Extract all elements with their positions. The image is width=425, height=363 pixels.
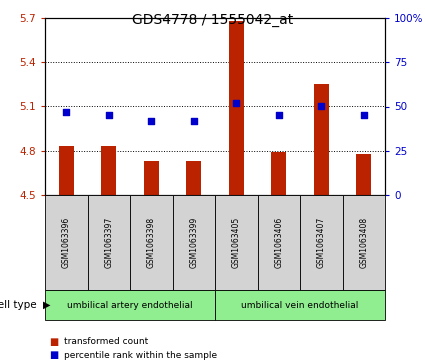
Text: percentile rank within the sample: percentile rank within the sample	[64, 351, 217, 359]
Text: GSM1063396: GSM1063396	[62, 217, 71, 268]
Point	[148, 118, 155, 123]
Text: GSM1063405: GSM1063405	[232, 217, 241, 268]
Bar	[343, 195, 385, 290]
Text: GSM1063399: GSM1063399	[189, 217, 198, 268]
Bar	[88, 195, 130, 290]
Text: umbilical artery endothelial: umbilical artery endothelial	[67, 301, 193, 310]
Text: transformed count: transformed count	[64, 338, 148, 347]
Point	[105, 113, 112, 118]
Bar	[215, 195, 258, 290]
Point	[63, 109, 70, 115]
Bar	[186, 161, 201, 195]
Bar	[45, 195, 88, 290]
Bar	[300, 195, 343, 290]
Text: ■: ■	[49, 337, 59, 347]
Bar	[258, 195, 300, 290]
Bar	[101, 146, 116, 195]
Bar	[215, 290, 385, 320]
Point	[190, 118, 197, 123]
Bar	[173, 195, 215, 290]
Text: GDS4778 / 1555042_at: GDS4778 / 1555042_at	[132, 13, 293, 27]
Text: GSM1063398: GSM1063398	[147, 217, 156, 268]
Bar	[130, 195, 173, 290]
Point	[233, 100, 240, 106]
Bar	[356, 154, 371, 195]
Bar	[271, 152, 286, 195]
Text: GSM1063406: GSM1063406	[274, 217, 283, 268]
Point	[318, 103, 325, 109]
Text: GSM1063408: GSM1063408	[359, 217, 368, 268]
Point	[360, 113, 367, 118]
Text: cell type: cell type	[0, 300, 37, 310]
Bar	[314, 84, 329, 195]
Text: ▶: ▶	[43, 300, 51, 310]
Bar	[45, 290, 215, 320]
Bar	[229, 21, 244, 195]
Bar	[59, 146, 74, 195]
Text: umbilical vein endothelial: umbilical vein endothelial	[241, 301, 359, 310]
Text: ■: ■	[49, 350, 59, 360]
Text: GSM1063397: GSM1063397	[104, 217, 113, 268]
Bar	[144, 161, 159, 195]
Text: GSM1063407: GSM1063407	[317, 217, 326, 268]
Point	[275, 113, 282, 118]
